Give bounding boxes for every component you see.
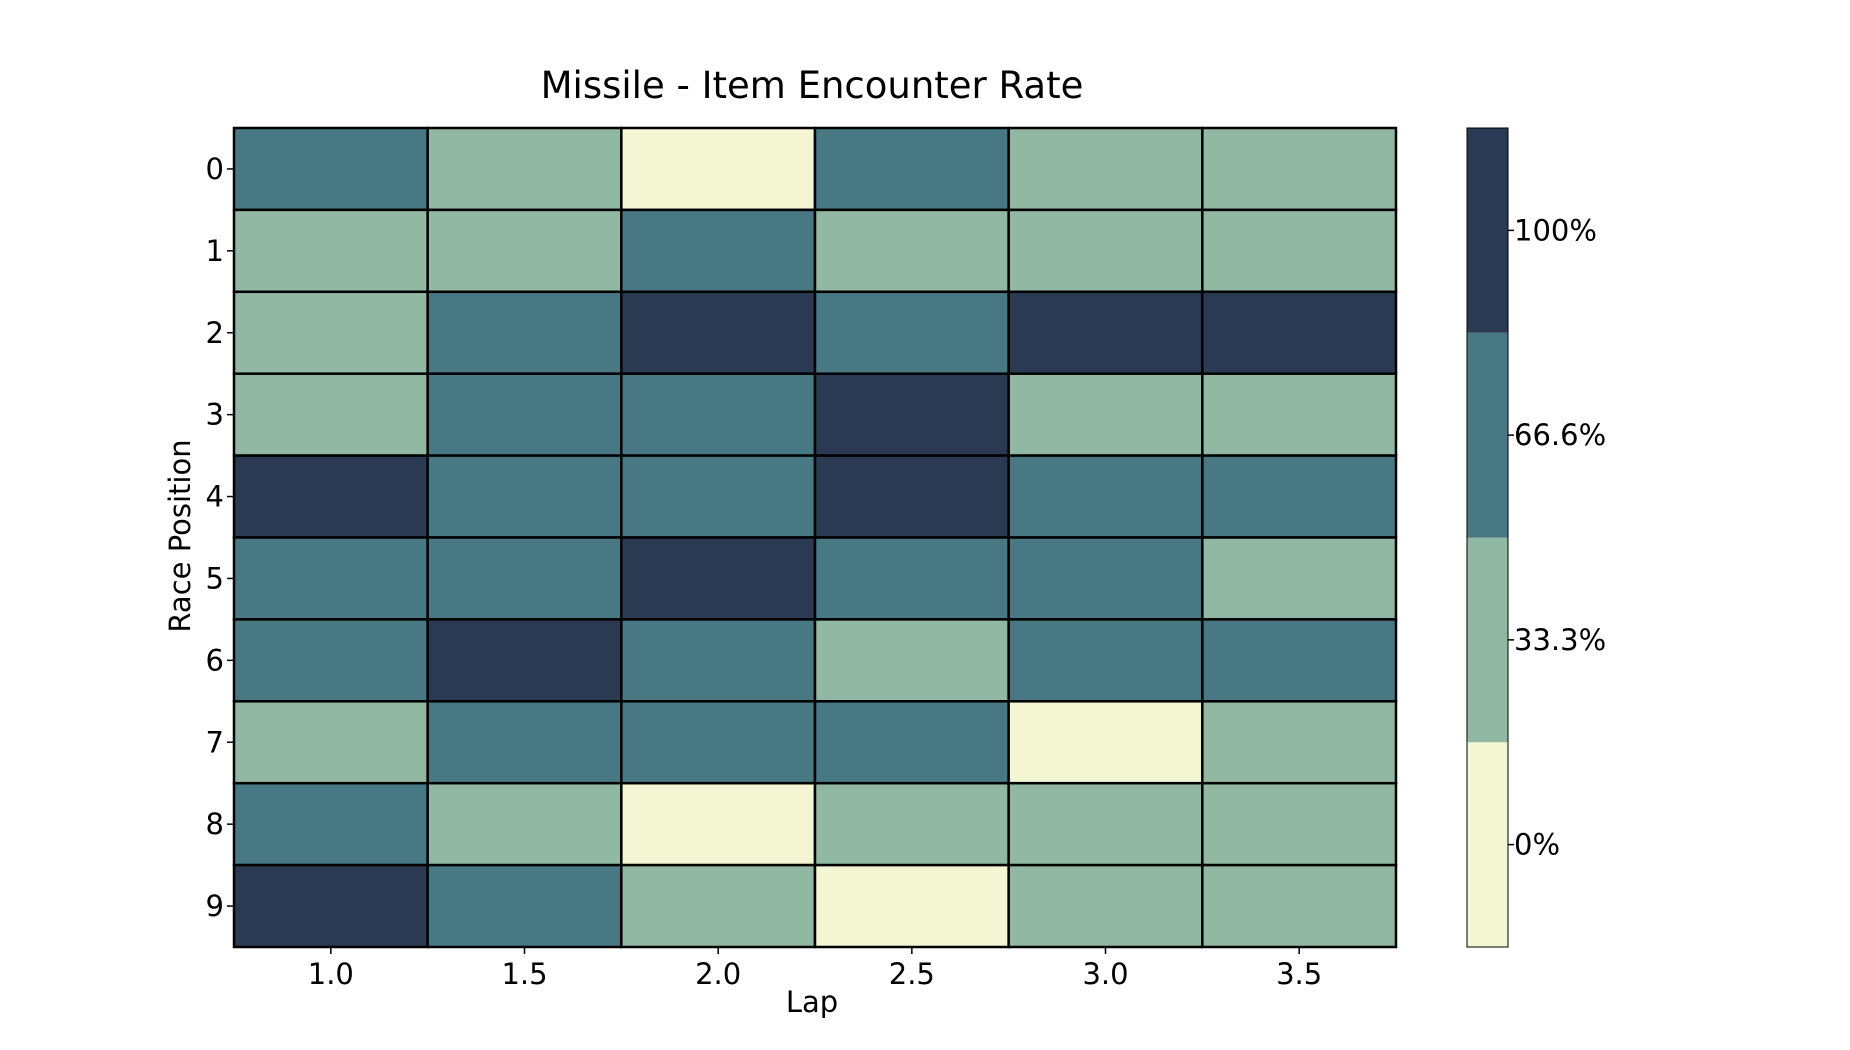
heatmap-cells [232,126,1398,949]
heatmap-cell [232,536,429,621]
heatmap-cell [426,700,623,785]
heatmap-cell [620,454,817,539]
heatmap-cell [232,618,429,703]
heatmap-cell [620,126,817,212]
colorbar: 0% 33.3% 66.6% 100% [1466,127,1606,948]
colorbar-tick-label: 0% [1514,828,1560,862]
heatmap-cell [1007,863,1204,949]
heatmap-cell [232,454,429,539]
heatmap-cell [1201,126,1398,212]
y-axis-label: Race Position [163,439,197,632]
heatmap-cell [813,781,1010,867]
heatmap-cell [1201,372,1398,457]
y-axis-ticks: 0 1 2 3 4 5 6 7 8 9 [206,152,234,923]
heatmap-cell [426,781,623,867]
heatmap-cell [620,863,817,949]
colorbar-segment [1467,332,1508,538]
heatmap-cell [1007,290,1204,375]
heatmap-cell [620,536,817,621]
heatmap-cell [620,372,817,457]
y-tick-label: 9 [206,889,224,923]
heatmap-cell [426,454,623,539]
y-tick-label: 3 [206,398,224,432]
heatmap-cell [1007,372,1204,457]
heatmap-cell [620,618,817,703]
heatmap-cell [1201,290,1398,375]
y-tick-label: 4 [206,480,224,514]
heatmap-cell [1201,536,1398,621]
x-tick-label: 1.5 [501,957,547,991]
heatmap-cell [1007,208,1204,294]
heatmap-cell [620,290,817,375]
y-tick-label: 8 [206,807,224,841]
chart-title: Missile - Item Encounter Rate [541,64,1084,107]
heatmap-cell [813,208,1010,294]
heatmap-cell [813,700,1010,785]
y-tick-label: 5 [206,561,224,595]
heatmap-cell [1201,863,1398,949]
heatmap-cell [1007,618,1204,703]
heatmap-cell [813,536,1010,621]
heatmap-cell [426,208,623,294]
heatmap-cell [1201,454,1398,539]
x-tick-label: 1.0 [308,957,354,991]
heatmap-cell [232,863,429,949]
heatmap-cell [232,126,429,212]
heatmap-cell [620,208,817,294]
heatmap-cell [232,781,429,867]
colorbar-tick-label: 66.6% [1514,418,1606,452]
heatmap-cell [813,290,1010,375]
heatmap-cell [620,781,817,867]
heatmap-cell [232,700,429,785]
colorbar-tick-label: 100% [1514,213,1597,247]
heatmap-cell [426,290,623,375]
y-tick-label: 1 [206,234,224,268]
x-tick-label: 3.5 [1276,957,1322,991]
colorbar-segment [1467,128,1508,333]
heatmap-cell [813,372,1010,457]
y-tick-label: 2 [206,316,224,350]
heatmap-cell [426,536,623,621]
heatmap-cell [426,863,623,949]
heatmap-cell [1201,700,1398,785]
heatmap-cell [232,290,429,375]
x-tick-label: 3.0 [1082,957,1128,991]
colorbar-tick-label: 33.3% [1514,623,1606,657]
colorbar-frame [1466,127,1509,948]
heatmap-cell [232,372,429,457]
heatmap-cell [426,372,623,457]
x-tick-label: 2.5 [889,957,935,991]
y-tick-label: 6 [206,643,224,677]
heatmap-cell [426,126,623,212]
heatmap-cell [232,208,429,294]
heatmap-cell [1201,781,1398,867]
x-axis-label: Lap [786,985,838,1019]
colorbar-segment [1467,742,1508,947]
heatmap-cell [426,618,623,703]
plot-frame [233,127,1397,948]
x-tick-label: 2.0 [695,957,741,991]
heatmap-cell [813,618,1010,703]
colorbar-segment [1467,537,1508,743]
heatmap-cell [1007,126,1204,212]
heatmap-cell [1007,700,1204,785]
heatmap-cell [1007,454,1204,539]
heatmap-cell [1201,208,1398,294]
heatmap-cell [813,454,1010,539]
heatmap-cell [620,700,817,785]
heatmap-cell [1201,618,1398,703]
y-tick-label: 7 [206,725,224,759]
heatmap-cell [1007,536,1204,621]
y-tick-label: 0 [206,152,224,186]
heatmap-cell [813,863,1010,949]
x-axis-ticks: 1.0 1.5 2.0 2.5 3.0 3.5 [308,947,1322,991]
heatmap-cell [1007,781,1204,867]
heatmap-cell [813,126,1010,212]
